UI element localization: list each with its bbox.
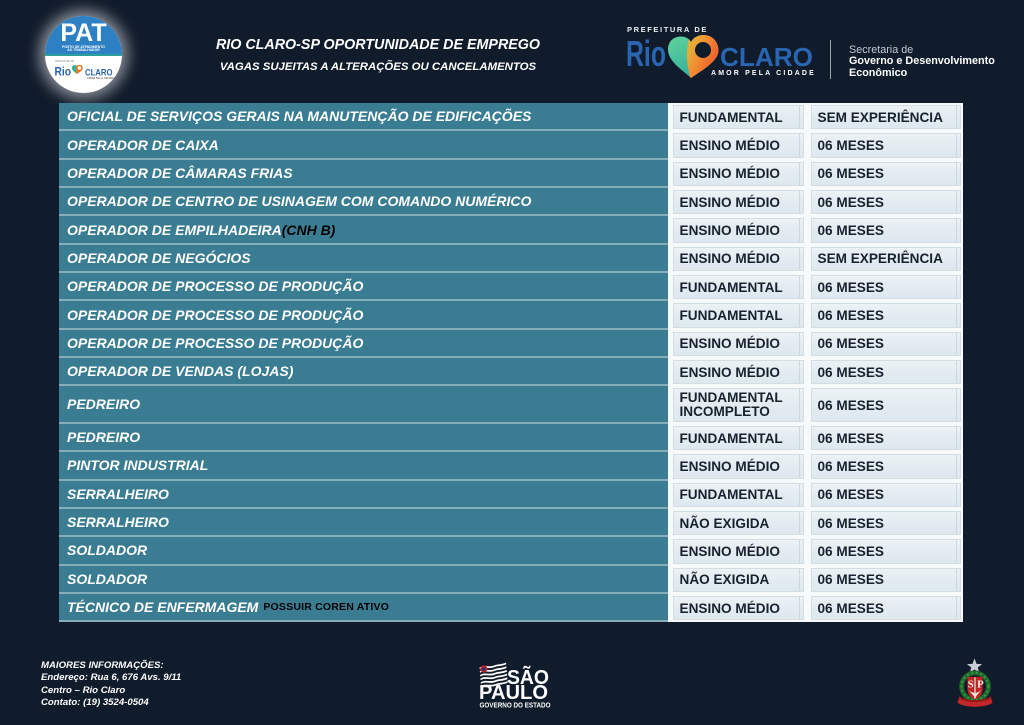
svg-text:SÃO: SÃO	[507, 666, 549, 689]
svg-text:P: P	[977, 679, 984, 691]
svg-text:CLARO: CLARO	[85, 67, 113, 77]
svg-text:Rio: Rio	[55, 64, 72, 78]
svg-text:PAULO: PAULO	[479, 682, 548, 704]
svg-text:Rio: Rio	[626, 34, 666, 74]
svg-text:GOVERNO DO ESTADO: GOVERNO DO ESTADO	[480, 701, 551, 710]
svg-text:CLARO: CLARO	[720, 42, 813, 72]
svg-text:S: S	[968, 679, 974, 691]
